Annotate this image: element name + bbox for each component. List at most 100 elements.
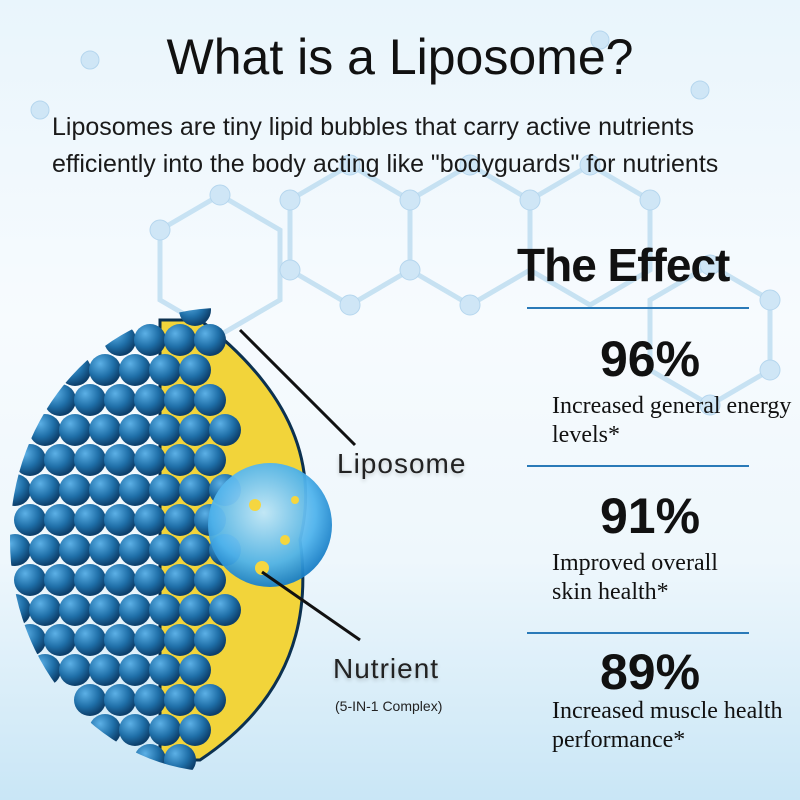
lipid-head-sphere — [44, 624, 76, 656]
lipid-head-sphere — [89, 714, 121, 746]
stat-description-3: Increased muscle health performance* — [552, 698, 783, 753]
nutrient-label: Nutrient — [333, 653, 440, 684]
lipid-head-sphere — [164, 684, 196, 716]
lipid-head-sphere — [164, 504, 196, 536]
lipid-head-sphere — [44, 444, 76, 476]
lipid-head-sphere — [74, 564, 106, 596]
lipid-head-sphere — [194, 624, 226, 656]
lipid-head-sphere — [134, 684, 166, 716]
lipid-head-sphere — [164, 744, 196, 772]
stat-description-2: Improved overall skin health* — [552, 550, 718, 605]
lipid-head-sphere — [179, 354, 211, 386]
lipid-head-sphere — [104, 444, 136, 476]
page-title: What is a Liposome? — [166, 29, 634, 85]
lipid-head-sphere — [119, 594, 151, 626]
lipid-head-sphere — [194, 444, 226, 476]
lipid-head-sphere — [119, 414, 151, 446]
stat-value-3: 89% — [599, 644, 701, 700]
lipid-head-sphere — [89, 354, 121, 386]
lipid-head-sphere — [134, 564, 166, 596]
subtitle-line-2: efficiently into the body acting like "b… — [52, 150, 719, 178]
lipid-head-sphere — [104, 504, 136, 536]
lipid-head-sphere — [164, 624, 196, 656]
lipid-head-sphere — [134, 504, 166, 536]
lipid-head-sphere — [164, 324, 196, 356]
lipid-head-sphere — [179, 414, 211, 446]
lipid-head-sphere — [119, 474, 151, 506]
divider — [527, 465, 749, 467]
liposome-pointer — [238, 328, 357, 447]
lipid-head-sphere — [134, 444, 166, 476]
lipid-head-sphere — [149, 654, 181, 686]
lipid-head-sphere — [10, 534, 31, 566]
lipid-head-sphere — [134, 324, 166, 356]
divider — [527, 632, 749, 634]
lipid-head-sphere — [89, 654, 121, 686]
lipid-head-sphere — [10, 594, 31, 626]
lipid-head-sphere — [179, 654, 211, 686]
lipid-head-sphere — [74, 684, 106, 716]
lipid-head-sphere — [149, 594, 181, 626]
lipid-head-sphere — [134, 624, 166, 656]
lipid-head-sphere — [194, 384, 226, 416]
effect-heading: The Effect — [517, 239, 730, 291]
lipid-head-sphere — [74, 384, 106, 416]
lipid-head-sphere — [44, 564, 76, 596]
subtitle-line-1: Liposomes are tiny lipid bubbles that ca… — [52, 113, 694, 141]
liposome-label: Liposome — [337, 448, 467, 479]
lipid-head-sphere — [134, 744, 166, 772]
lipid-head-sphere — [179, 474, 211, 506]
lipid-head-sphere — [89, 414, 121, 446]
lipid-head-sphere — [179, 594, 211, 626]
lipid-head-sphere — [149, 414, 181, 446]
lipid-head-sphere — [119, 714, 151, 746]
lipid-head-sphere — [14, 444, 46, 476]
lipid-head-sphere — [134, 384, 166, 416]
lipid-head-sphere — [179, 714, 211, 746]
lipid-head-sphere — [14, 624, 46, 656]
stat-description-1: Increased general energy levels* — [552, 393, 792, 448]
nutrient-core — [208, 463, 332, 587]
lipid-head-sphere — [179, 534, 211, 566]
lipid-head-sphere — [149, 534, 181, 566]
stat-value-1: 96% — [599, 331, 701, 387]
nutrient-pointer — [261, 570, 361, 642]
lipid-head-sphere — [74, 444, 106, 476]
lipid-head-sphere — [149, 714, 181, 746]
lipid-head-sphere — [29, 414, 61, 446]
lipid-head-sphere — [164, 444, 196, 476]
lipid-head-sphere — [44, 504, 76, 536]
lipid-head-sphere — [194, 324, 226, 356]
lipid-head-sphere — [14, 564, 46, 596]
nutrient-sublabel: (5-IN-1 Complex) — [335, 698, 443, 714]
lipid-head-sphere — [59, 594, 91, 626]
lipid-head-sphere — [119, 654, 151, 686]
lipid-head-sphere — [104, 624, 136, 656]
lipid-head-sphere — [44, 384, 76, 416]
lipid-head-sphere — [119, 354, 151, 386]
lipid-head-sphere — [104, 324, 136, 356]
lipid-head-sphere — [74, 504, 106, 536]
lipid-head-sphere — [74, 624, 106, 656]
lipid-head-sphere — [59, 414, 91, 446]
divider — [527, 307, 749, 309]
lipid-head-sphere — [119, 534, 151, 566]
stat-value-2: 91% — [599, 488, 701, 544]
lipid-head-sphere — [29, 654, 61, 686]
lipid-head-sphere — [149, 354, 181, 386]
lipid-head-sphere — [89, 594, 121, 626]
lipid-head-sphere — [89, 534, 121, 566]
lipid-head-sphere — [209, 594, 241, 626]
lipid-head-sphere — [149, 474, 181, 506]
lipid-head-sphere — [29, 474, 61, 506]
lipid-head-sphere — [29, 594, 61, 626]
lipid-head-sphere — [89, 474, 121, 506]
lipid-head-sphere — [164, 564, 196, 596]
lipid-head-sphere — [14, 504, 46, 536]
lipid-head-sphere — [29, 534, 61, 566]
lipid-head-sphere — [179, 308, 211, 326]
lipid-head-sphere — [104, 684, 136, 716]
lipid-head-sphere — [164, 384, 196, 416]
